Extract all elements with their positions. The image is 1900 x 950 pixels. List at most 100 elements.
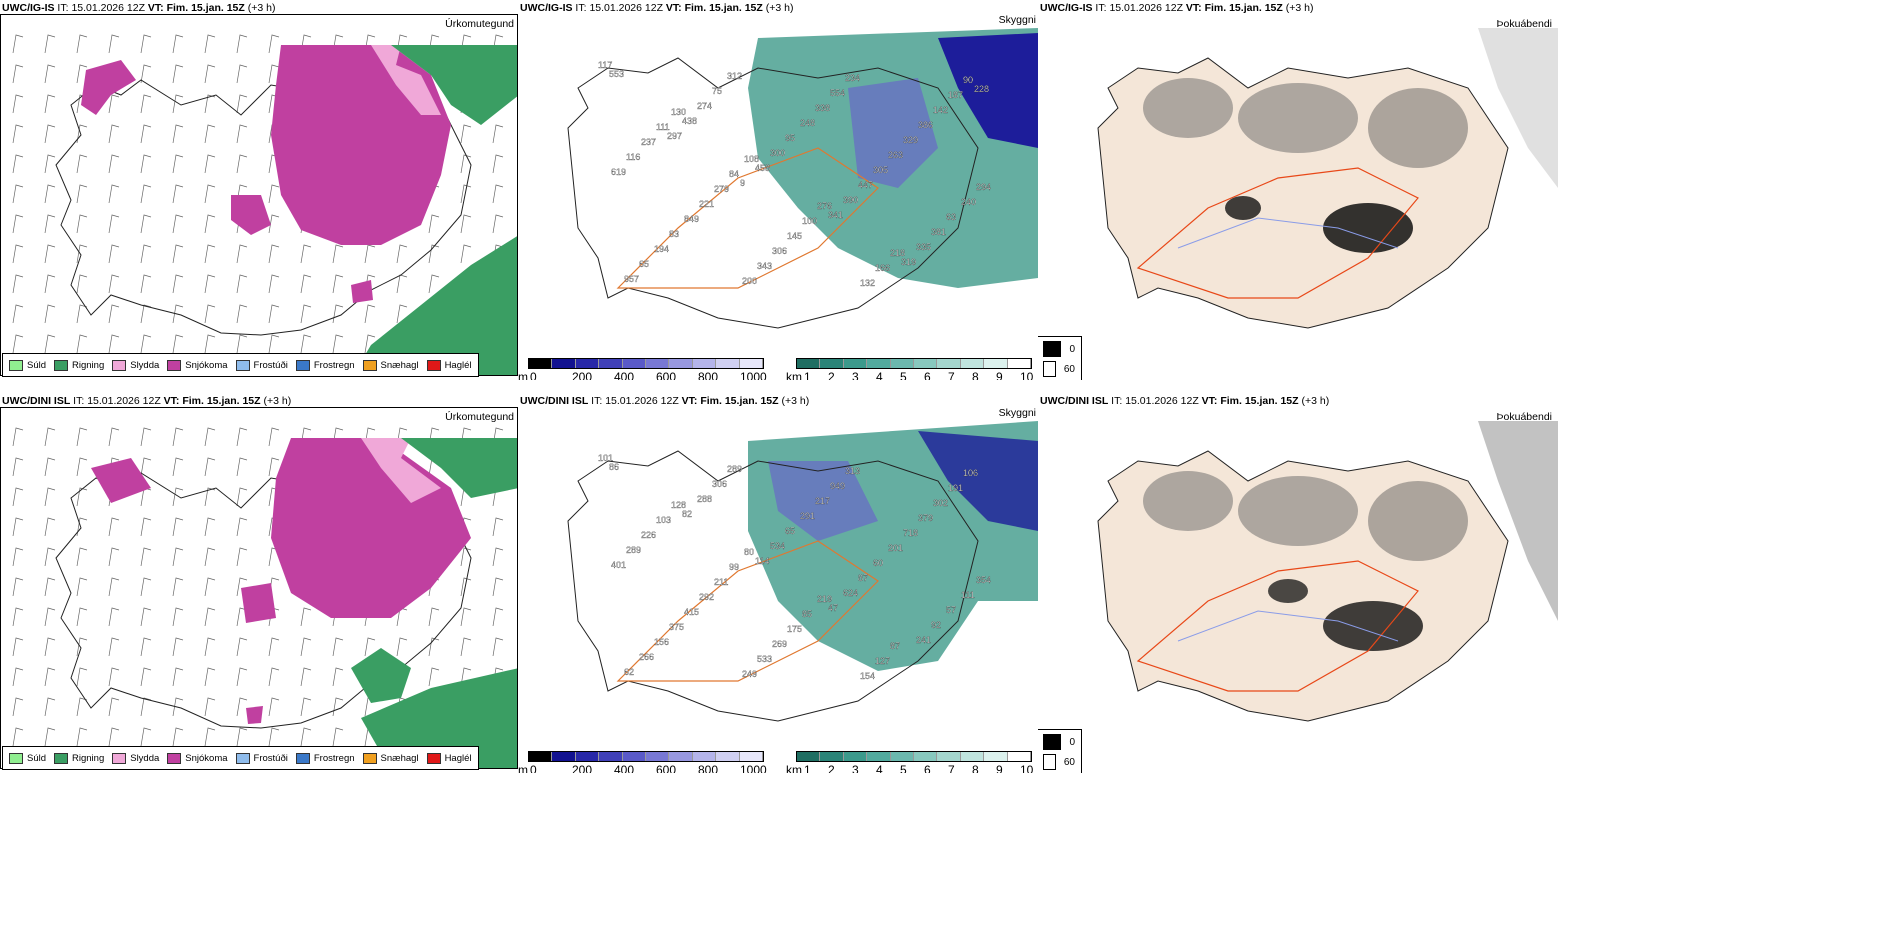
colorbar-tick: 9 <box>996 763 1003 773</box>
ceiling-label: 200 <box>742 276 757 286</box>
visibility-map-top: 117 130 108 276 218 90 111 84 100 166 187 237 279 145… <box>567 28 1038 329</box>
ceiling-label: 201 <box>888 543 903 553</box>
fog-header-bottom: UWC/DINI ISL IT: 15.01.2026 12Z VT: Fim.… <box>1040 395 1330 407</box>
ceiling-label: 302 <box>933 498 948 508</box>
ceiling-label: 533 <box>757 654 772 664</box>
ceiling-label: 312 <box>727 71 742 81</box>
ceiling-label: 624 <box>843 588 858 598</box>
ceiling-label: 375 <box>669 622 684 632</box>
ceiling-label: 187 <box>948 90 963 100</box>
fog-legend-label: 0 <box>1069 736 1075 748</box>
ceiling-label: 132 <box>860 278 875 288</box>
fog-legend-label: 60 <box>1063 363 1075 375</box>
ceiling-label: 390 <box>843 195 858 205</box>
ceiling-label: 194 <box>654 244 669 254</box>
ceiling-label: 335 <box>916 242 931 252</box>
ceiling-label: 228 <box>974 84 989 94</box>
ceiling-label: 47 <box>828 603 838 613</box>
ceiling-label: 87 <box>890 641 900 651</box>
ceiling-label: 269 <box>772 639 787 649</box>
precip-legend-item: Frostregn <box>295 752 355 764</box>
ceiling-label: 279 <box>714 184 729 194</box>
colorbar-tick: 10 <box>1020 370 1034 380</box>
ceiling-label: 218 <box>890 248 905 258</box>
ceiling-label: 379 <box>918 513 933 523</box>
precip-title-bottom: Úrkomutegund <box>445 411 514 423</box>
ceiling-label: 101 <box>598 453 613 463</box>
ceiling-label: 86 <box>609 462 619 472</box>
colorbar-unit: km <box>786 763 802 773</box>
ceiling-label: 60 <box>873 558 883 568</box>
fog-title-top: Þokuábendi <box>1496 18 1552 30</box>
legend-swatch <box>112 359 127 371</box>
colorbar-tick: 9 <box>996 370 1003 380</box>
ceiling-label: 343 <box>757 261 772 271</box>
ceiling-label: 415 <box>684 607 699 617</box>
ceiling-label: 329 <box>903 135 918 145</box>
fog-swatch <box>1043 361 1056 377</box>
fog-panel-bottom: UWC/DINI ISL IT: 15.01.2026 12Z VT: Fim.… <box>1038 393 1558 773</box>
colorbar-strip <box>796 358 1032 369</box>
colorbar-tick: 5 <box>900 370 907 380</box>
ceiling-label: 9 <box>740 178 745 188</box>
fog-legend-label: 60 <box>1063 756 1075 768</box>
ceiling-label: 211 <box>714 577 728 587</box>
colorbar-tick: 7 <box>948 763 955 773</box>
legend-swatch <box>9 359 23 371</box>
fog-legend-row: 60 <box>1043 754 1075 770</box>
colorbar-tick: 6 <box>924 370 931 380</box>
ceiling-label: 949 <box>830 481 845 491</box>
legend-swatch <box>167 752 182 764</box>
legend-swatch <box>54 359 69 371</box>
fog-swatch <box>1043 754 1056 770</box>
ceiling-label: 297 <box>667 131 682 141</box>
ceiling-label: 156 <box>654 637 669 647</box>
colorbar-unit: m <box>518 763 528 773</box>
ceiling-label: 90 <box>963 75 973 85</box>
precip-map-top <box>0 14 518 376</box>
precip-legend-item: Snjókoma <box>167 359 228 371</box>
precip-legend-item: Snjókoma <box>167 752 228 764</box>
precip-legend-item: Rigning <box>54 359 104 371</box>
fog-legend-row: 60 <box>1043 361 1075 377</box>
ceiling-label: 84 <box>729 169 739 179</box>
legend-label: Frostregn <box>313 752 355 764</box>
colorbar-tick: 1000 <box>740 370 767 380</box>
precip-legend-item: Súld <box>9 752 46 764</box>
legend-swatch <box>362 752 377 764</box>
ceiling-label: 619 <box>611 167 626 177</box>
colorbar-tick: 1 <box>804 763 811 773</box>
ceiling-label: 381 <box>931 227 946 237</box>
colorbar-tick: 0 <box>530 763 537 773</box>
legend-swatch <box>235 359 250 371</box>
fog-header-top: UWC/IG-IS IT: 15.01.2026 12Z VT: Fim. 15… <box>1040 2 1314 14</box>
colorbar-tick: 600 <box>656 370 677 380</box>
ceiling-label: 92 <box>931 620 941 630</box>
fog-legend-bottom: 0 60 <box>1038 729 1082 773</box>
fog-panel-top: UWC/IG-IS IT: 15.01.2026 12Z VT: Fim. 15… <box>1038 0 1558 380</box>
colorbar-tick: 7 <box>948 370 955 380</box>
ceiling-label: 142 <box>933 105 948 115</box>
legend-swatch <box>112 752 127 764</box>
ceiling-label: 166 <box>875 263 890 273</box>
ceiling-label: 718 <box>903 528 918 538</box>
ceiling-label: 217 <box>815 496 830 506</box>
visibility-header-bottom: UWC/DINI ISL IT: 15.01.2026 12Z VT: Fim.… <box>520 395 810 407</box>
ceiling-label: 226 <box>641 530 656 540</box>
ceiling-label: 338 <box>815 103 830 113</box>
precip-map-bottom <box>0 407 518 769</box>
legend-label: Súld <box>27 359 47 371</box>
ceiling-label: 447 <box>858 180 873 190</box>
ceiling-label: 263 <box>888 150 903 160</box>
legend-swatch <box>426 359 441 371</box>
ceiling-label: 240 <box>961 197 976 207</box>
legend-swatch <box>295 359 310 371</box>
legend-label: Snjókoma <box>185 752 228 764</box>
visibility-header-top: UWC/IG-IS IT: 15.01.2026 12Z VT: Fim. 15… <box>520 2 794 14</box>
ceiling-label: 154 <box>860 671 875 681</box>
precip-panel-bottom: UWC/DINI ISL IT: 15.01.2026 12Z VT: Fim.… <box>0 393 518 773</box>
colorbar-tick: 8 <box>972 763 979 773</box>
ceiling-label: 401 <box>611 560 626 570</box>
colorbar-strip <box>528 751 764 762</box>
colorbar-tick: 2 <box>828 370 835 380</box>
